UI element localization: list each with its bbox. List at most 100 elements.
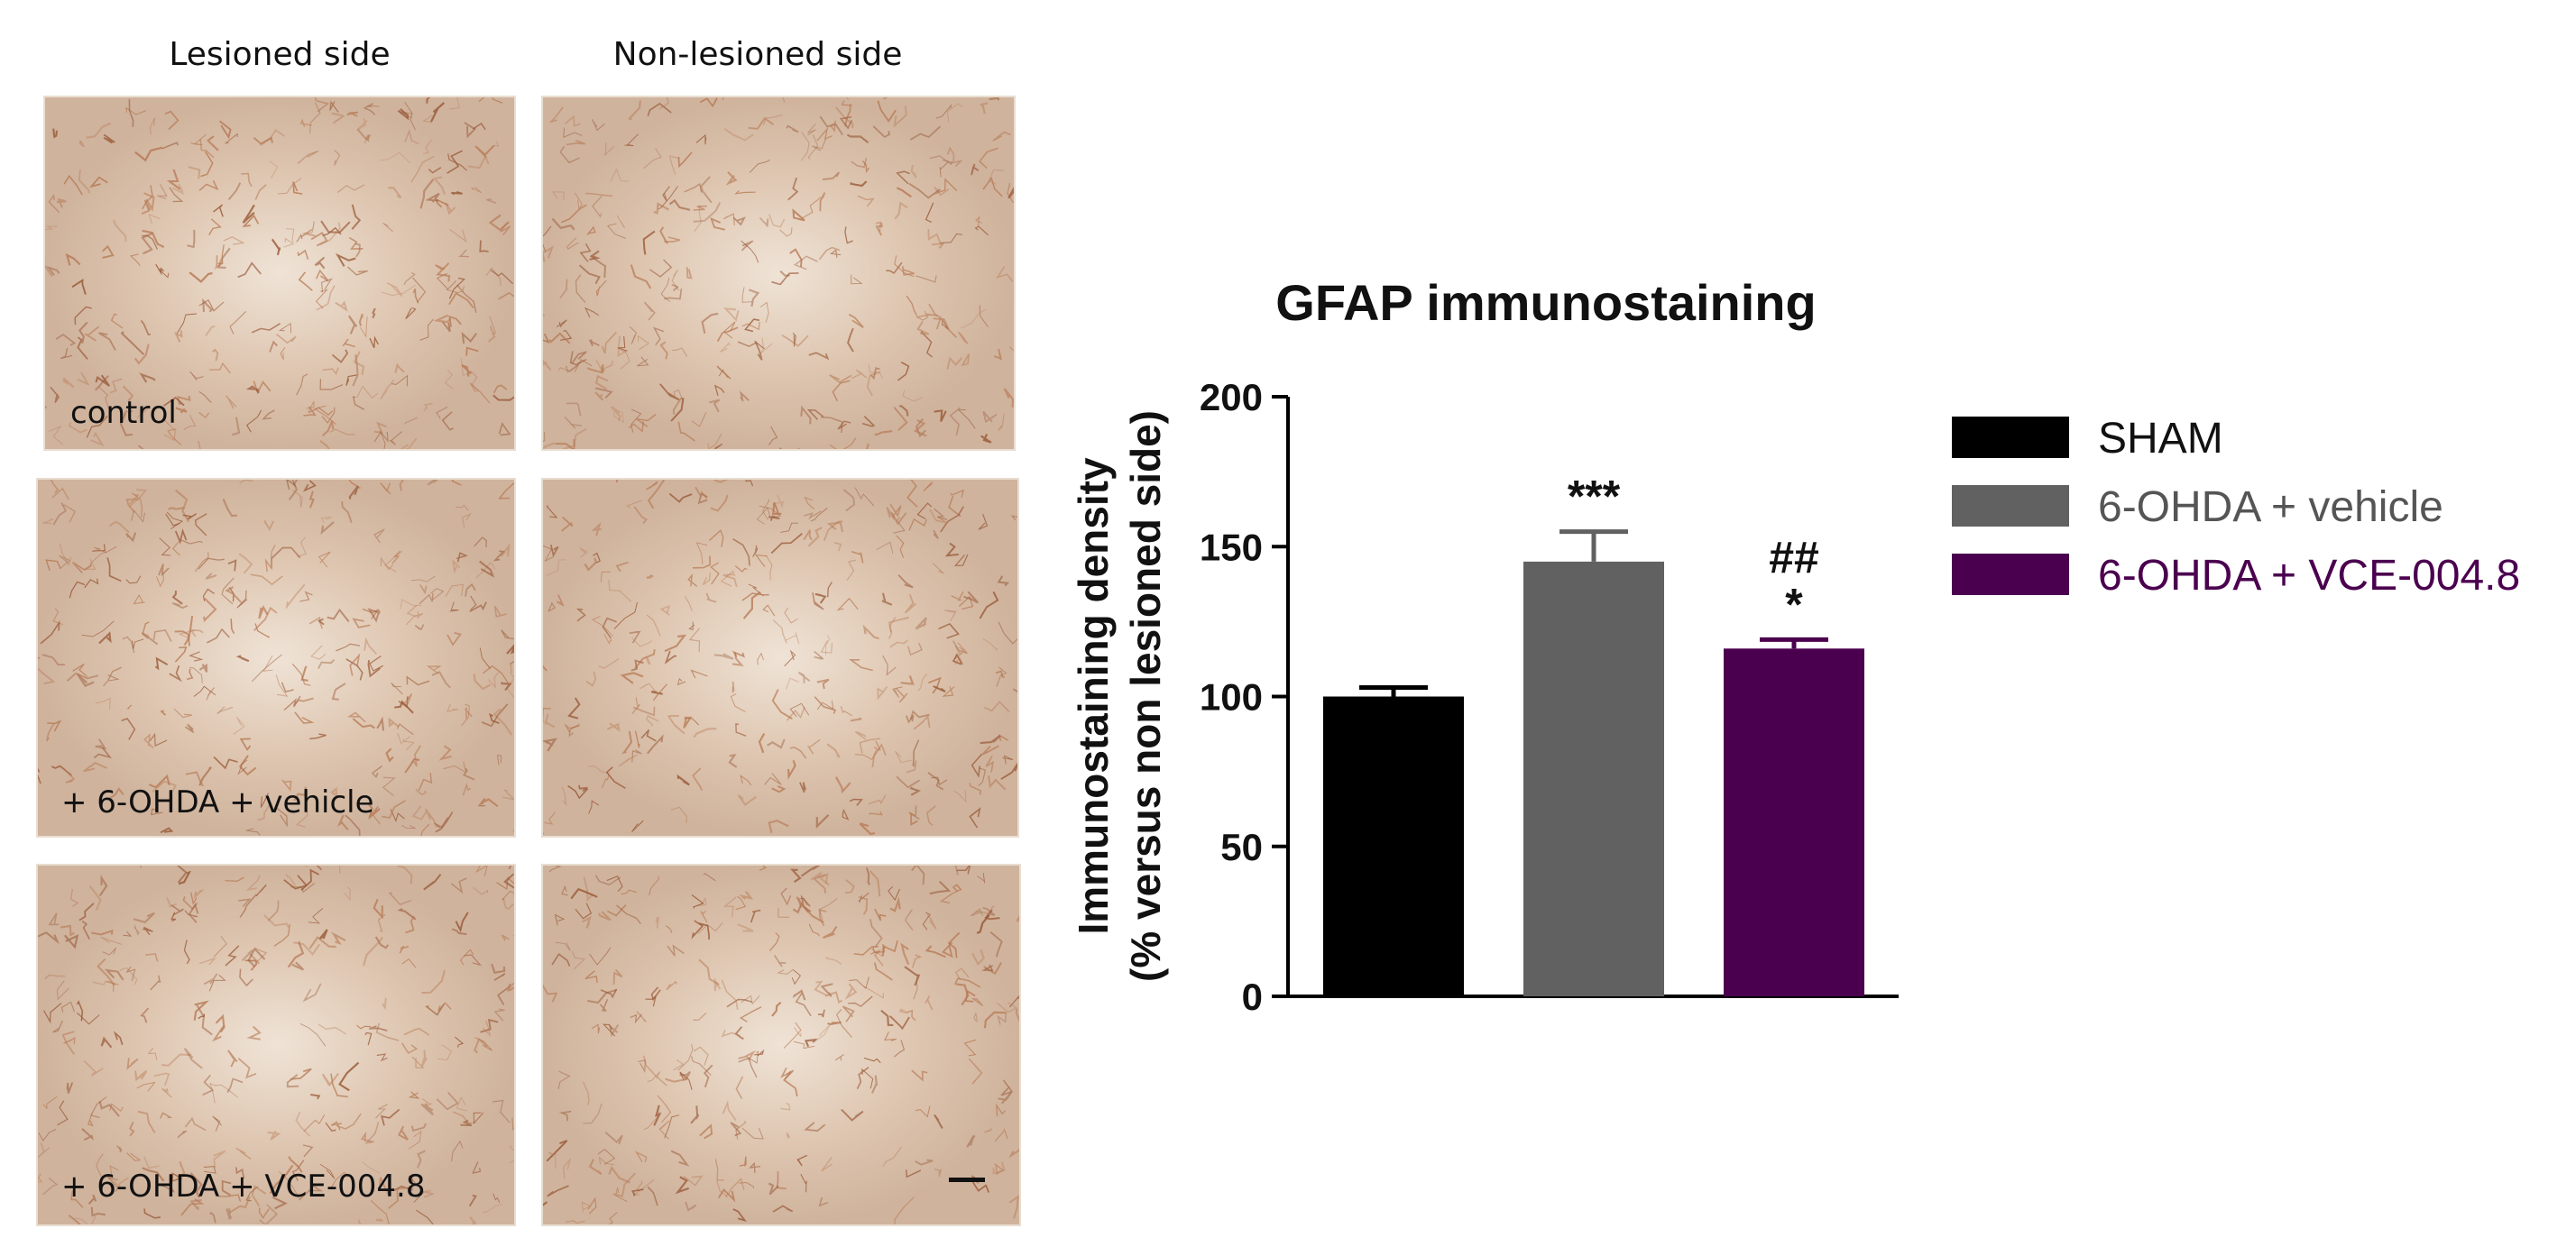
astrocyte-process — [263, 519, 275, 531]
astrocyte-process — [148, 214, 161, 225]
astrocyte-process — [593, 552, 601, 564]
astrocyte-process — [848, 313, 864, 328]
astrocyte-process — [692, 555, 712, 569]
astrocyte-process — [296, 373, 308, 396]
astrocyte-process — [566, 364, 578, 373]
astrocyte-process — [71, 561, 92, 574]
astrocyte-process — [842, 489, 855, 512]
astrocyte-process — [863, 1057, 881, 1064]
astrocyte-process — [38, 1142, 51, 1159]
astrocyte-process — [820, 640, 833, 654]
astrocyte-process — [989, 931, 1003, 958]
astrocyte-process — [629, 325, 638, 344]
astrocyte-process — [814, 592, 827, 604]
astrocyte-process — [836, 1009, 852, 1038]
astrocyte-process — [474, 536, 487, 547]
astrocyte-process — [649, 259, 673, 278]
astrocyte-process — [567, 697, 581, 720]
micrograph-vehicle-lesioned — [36, 478, 516, 838]
y-tick-label: 150 — [1200, 526, 1263, 568]
astrocyte-process — [781, 97, 786, 103]
micrograph-texture — [543, 480, 1017, 836]
astrocyte-process — [372, 307, 376, 319]
astrocyte-process — [866, 867, 871, 885]
astrocyte-process — [390, 809, 405, 822]
astrocyte-process — [594, 875, 621, 885]
astrocyte-process — [198, 411, 210, 419]
astrocyte-process — [912, 739, 920, 766]
astrocyte-process — [920, 331, 933, 358]
astrocyte-process — [320, 516, 332, 523]
astrocyte-process — [607, 223, 627, 239]
astrocyte-process — [45, 225, 58, 230]
astrocyte-process — [52, 1020, 63, 1033]
astrocyte-process — [430, 588, 445, 600]
astrocyte-process — [386, 282, 403, 298]
micrograph-background — [38, 866, 514, 1224]
astrocyte-process — [557, 1070, 571, 1090]
astrocyte-process — [998, 413, 1005, 431]
astrocyte-process — [600, 571, 611, 583]
astrocyte-process — [547, 601, 556, 612]
astrocyte-process — [925, 202, 934, 223]
astrocyte-process — [217, 244, 225, 264]
astrocyte-process — [933, 685, 946, 692]
astrocyte-process — [509, 1145, 514, 1164]
astrocyte-process — [997, 575, 1010, 587]
astrocyte-process — [125, 575, 142, 584]
astrocyte-process — [613, 601, 638, 630]
astrocyte-process — [202, 597, 217, 622]
astrocyte-process — [699, 1123, 713, 1140]
astrocyte-process — [389, 431, 403, 445]
astrocyte-process — [119, 967, 138, 986]
astrocyte-process — [198, 179, 219, 191]
astrocyte-process — [645, 714, 659, 727]
astrocyte-process — [785, 632, 800, 645]
astrocyte-process — [329, 428, 355, 435]
astrocyte-process — [229, 1196, 251, 1214]
astrocyte-process — [238, 755, 257, 776]
astrocyte-process — [71, 279, 87, 295]
astrocyte-process — [97, 386, 110, 410]
astrocyte-process — [647, 1071, 661, 1083]
astrocyte-process — [952, 653, 963, 665]
astrocyte-process — [810, 507, 828, 522]
astrocyte-process — [401, 1042, 419, 1054]
micrograph-background — [543, 97, 1014, 449]
astrocyte-process — [993, 348, 1003, 361]
astrocyte-process — [42, 1096, 58, 1110]
astrocyte-process — [83, 762, 107, 773]
astrocyte-process — [183, 1047, 203, 1069]
astrocyte-process — [933, 317, 958, 338]
astrocyte-process — [128, 98, 134, 127]
astrocyte-process — [462, 512, 472, 528]
astrocyte-process — [362, 1161, 381, 1174]
astrocyte-process — [279, 322, 292, 334]
astrocyte-process — [213, 936, 227, 958]
astrocyte-process — [754, 554, 768, 567]
astrocyte-process — [559, 279, 568, 299]
astrocyte-process — [874, 908, 887, 921]
astrocyte-process — [846, 133, 869, 144]
legend-label-1: SHAM — [2098, 415, 2223, 463]
astrocyte-process — [741, 287, 752, 303]
astrocyte-process — [143, 1208, 161, 1219]
astrocyte-process — [500, 682, 512, 692]
astrocyte-process — [824, 991, 842, 1004]
astrocyte-process — [664, 634, 687, 653]
astrocyte-process — [546, 1140, 568, 1162]
micrograph-control-non-lesioned — [541, 96, 1016, 451]
astrocyte-process — [767, 738, 786, 749]
astrocyte-process — [330, 786, 338, 798]
astrocyte-process — [851, 550, 864, 564]
astrocyte-process — [358, 1219, 362, 1224]
astrocyte-process — [225, 586, 243, 603]
astrocyte-process — [157, 183, 168, 200]
astrocyte-process — [38, 1129, 57, 1141]
astrocyte-process — [807, 527, 823, 547]
astrocyte-process — [288, 480, 299, 500]
astrocyte-process — [745, 480, 754, 487]
astrocyte-process — [734, 1026, 744, 1041]
astrocyte-process — [877, 100, 897, 123]
